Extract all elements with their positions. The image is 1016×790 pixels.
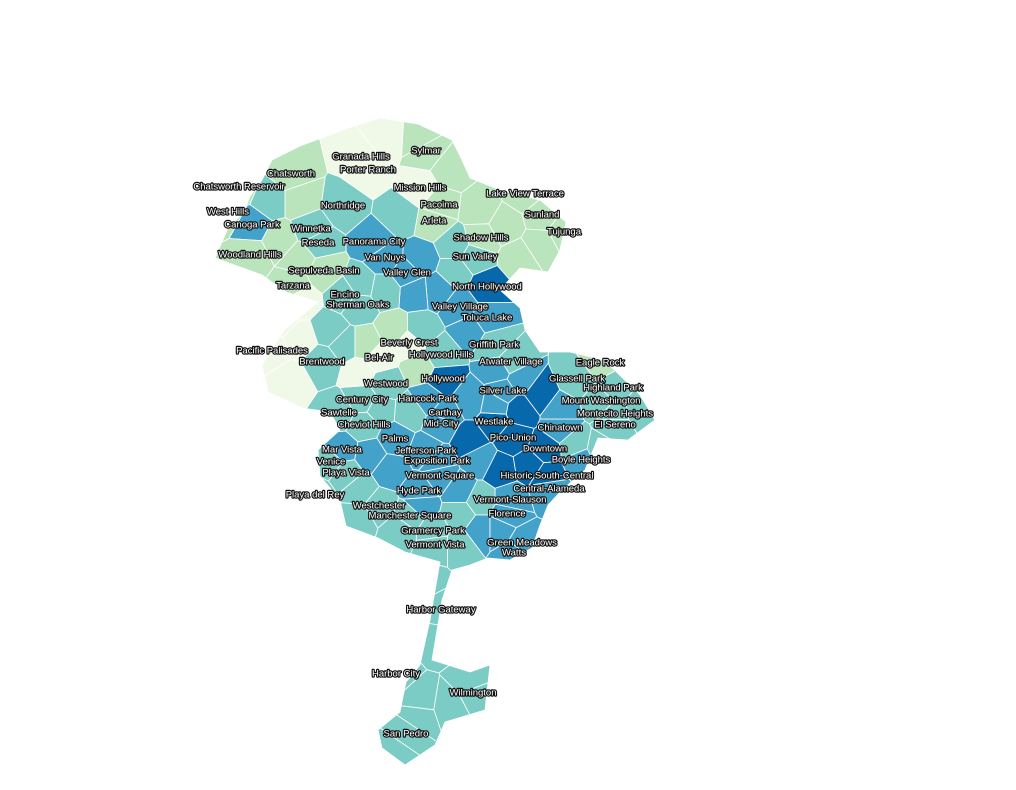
region-unlabeled[interactable]: [355, 117, 404, 167]
region-unlabeled[interactable]: [279, 317, 301, 338]
region-unlabeled[interactable]: [354, 322, 383, 360]
region-unlabeled[interactable]: [586, 427, 610, 457]
region-unlabeled[interactable]: [438, 664, 491, 695]
region-unlabeled[interactable]: [398, 350, 435, 388]
region-unlabeled[interactable]: [263, 358, 319, 410]
region-unlabeled[interactable]: [337, 471, 380, 505]
region-unlabeled[interactable]: [489, 515, 517, 553]
region-unlabeled[interactable]: [480, 389, 509, 415]
region-unlabeled[interactable]: [447, 529, 487, 572]
region-unlabeled[interactable]: [366, 395, 397, 429]
region-unlabeled[interactable]: [625, 388, 656, 434]
region-unlabeled[interactable]: [433, 564, 452, 595]
region-unlabeled[interactable]: [342, 257, 376, 297]
region-unlabeled[interactable]: [407, 309, 446, 347]
region-harbor-gateway[interactable]: [428, 587, 447, 626]
region-unlabeled[interactable]: [524, 362, 560, 417]
region-unlabeled[interactable]: [402, 496, 443, 520]
region-unlabeled[interactable]: [396, 705, 442, 742]
region-unlabeled[interactable]: [512, 447, 544, 488]
region-unlabeled[interactable]: [335, 356, 376, 388]
region-unlabeled[interactable]: [400, 669, 441, 711]
region-unlabeled[interactable]: [340, 502, 379, 538]
region-unlabeled[interactable]: [432, 220, 470, 259]
region-unlabeled[interactable]: [482, 449, 518, 489]
region-unlabeled[interactable]: [420, 623, 450, 674]
region-unlabeled[interactable]: [249, 173, 286, 222]
neighborhood-regions: [214, 117, 656, 766]
region-unlabeled[interactable]: [377, 727, 421, 766]
region-tujunga[interactable]: [547, 215, 567, 253]
region-unlabeled[interactable]: [444, 314, 486, 359]
region-unlabeled[interactable]: [468, 356, 510, 385]
region-unlabeled[interactable]: [370, 187, 420, 241]
region-unlabeled[interactable]: [496, 237, 544, 303]
